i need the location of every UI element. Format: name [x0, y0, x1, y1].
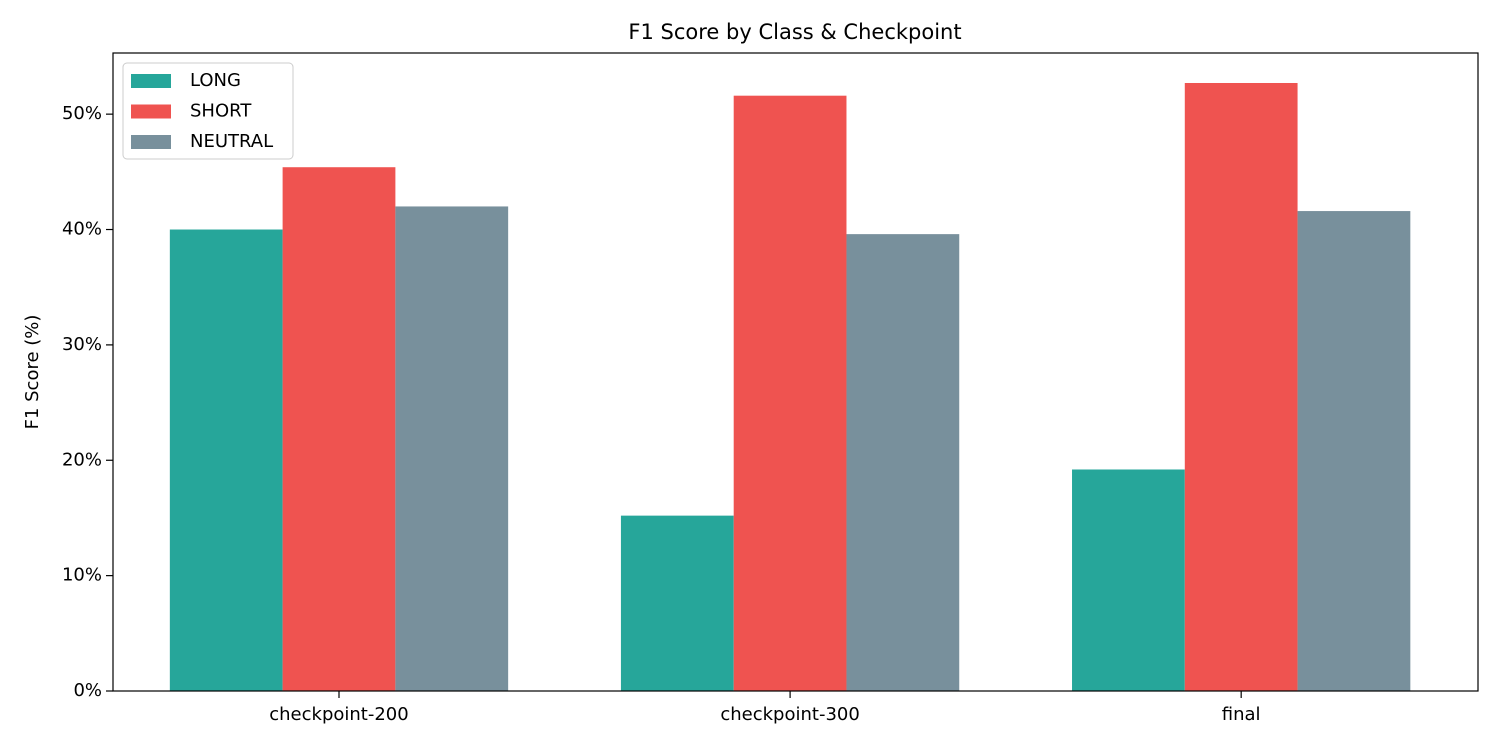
bar — [282, 167, 396, 692]
bar — [395, 206, 509, 691]
legend-swatch — [131, 74, 171, 88]
legend-label: NEUTRAL — [190, 131, 273, 152]
x-tick-label: final — [1222, 704, 1261, 725]
x-tick-label: checkpoint-300 — [720, 704, 859, 725]
bar — [846, 234, 960, 691]
bar — [169, 229, 283, 691]
chart-title: F1 Score by Class & Checkpoint — [628, 20, 961, 44]
bar — [1072, 469, 1185, 691]
legend-label: LONG — [190, 70, 241, 91]
x-tick-label: checkpoint-200 — [269, 704, 408, 725]
legend-swatch — [131, 104, 171, 119]
y-tick-label: 0% — [73, 680, 102, 701]
y-tick-label: 10% — [62, 565, 102, 586]
y-tick-label: 30% — [62, 334, 102, 355]
y-axis-label: F1 Score (%) — [22, 315, 43, 430]
bar — [1184, 82, 1298, 691]
bar — [620, 515, 734, 691]
y-tick-label: 20% — [62, 449, 102, 470]
y-tick-label: 50% — [62, 103, 102, 124]
plot-frame — [112, 52, 1479, 692]
legend-label: SHORT — [190, 101, 252, 122]
legend-swatch — [131, 135, 171, 149]
bar — [733, 95, 847, 692]
y-tick-label: 40% — [62, 219, 102, 240]
bar — [1297, 211, 1411, 691]
